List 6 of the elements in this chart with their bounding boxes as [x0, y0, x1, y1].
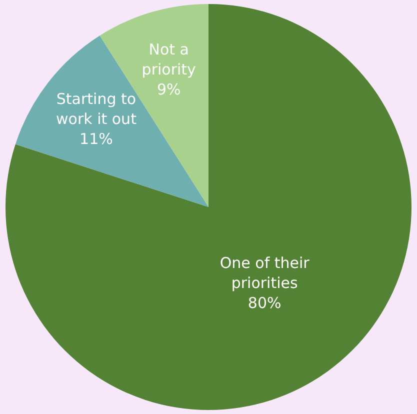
- data-label: 11%: [80, 130, 113, 148]
- slice-label: One of their priorities: [220, 254, 310, 292]
- data-label: 80%: [248, 294, 282, 312]
- slice-label: Starting to work it out: [56, 90, 137, 128]
- data-label: 9%: [156, 80, 181, 98]
- slice-label: Not a priority: [142, 40, 196, 78]
